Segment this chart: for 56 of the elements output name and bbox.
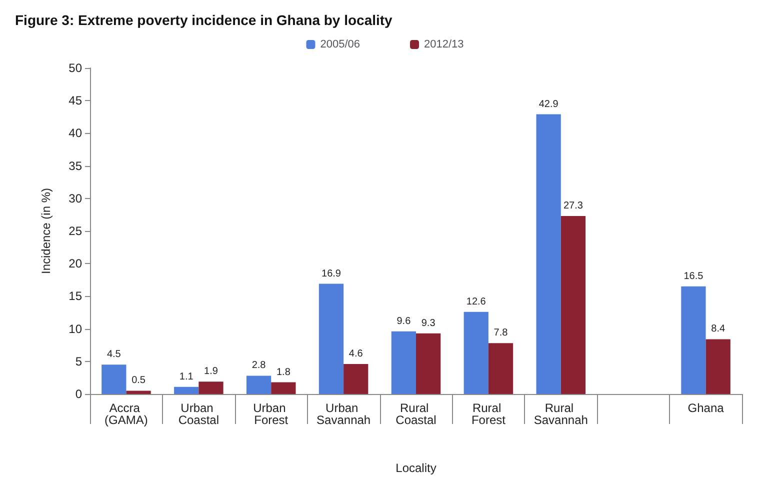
x-tick-label: Rural Savannah [534, 401, 588, 427]
bar [416, 333, 441, 394]
x-tick-label: Rural Forest [471, 401, 506, 427]
data-label: 1.9 [204, 366, 218, 378]
bar [126, 390, 151, 394]
y-tick-label: 40 [68, 126, 82, 140]
x-tick-label: Accra (GAMA) [104, 401, 148, 427]
bar [102, 364, 126, 394]
data-label: 42.9 [538, 98, 559, 110]
bar [536, 114, 561, 394]
x-tick-label: Ghana [688, 401, 724, 415]
y-tick-label: 15 [68, 289, 82, 304]
data-label: 16.5 [684, 270, 704, 282]
x-axis-title: Locality [396, 461, 436, 475]
data-label: 1.8 [276, 366, 291, 378]
y-axis-title: Incidence (in %) [39, 188, 53, 274]
x-tick-label: Rural Coastal [396, 401, 436, 427]
data-label: 16.9 [322, 268, 342, 280]
data-label: 8.4 [711, 324, 726, 335]
bar [271, 382, 296, 394]
bar [246, 376, 272, 394]
y-tick-label: 35 [68, 158, 82, 173]
data-label: 9.6 [396, 316, 412, 327]
legend-label: 2012/13 [424, 38, 464, 50]
data-label: 7.8 [494, 328, 508, 339]
y-tick-label: 25 [68, 224, 82, 238]
legend-label: 2005/06 [320, 38, 360, 50]
data-label: 12.6 [466, 296, 486, 308]
x-tick-label: Urban Coastal [178, 401, 220, 427]
y-tick-label: 5 [75, 354, 82, 368]
y-tick-label: 20 [68, 256, 82, 271]
chart-title: Figure 3: Extreme poverty incidence in Ghana by locality [15, 12, 393, 28]
data-label: 27.3 [563, 200, 584, 212]
bar [198, 382, 224, 394]
y-tick-label: 50 [68, 61, 82, 75]
data-label: 0.5 [132, 375, 146, 386]
bar [318, 284, 344, 394]
bar [464, 312, 488, 394]
bar [488, 343, 514, 394]
bar [344, 364, 368, 394]
y-tick-label: 45 [68, 94, 82, 108]
y-tick-label: 10 [68, 322, 82, 336]
data-label: 2.8 [252, 360, 266, 372]
y-tick-label: 0 [75, 387, 82, 401]
bar [681, 286, 706, 394]
data-label: 4.5 [106, 349, 122, 360]
bar [391, 331, 416, 394]
bar [560, 216, 586, 394]
data-label: 4.6 [348, 348, 364, 360]
data-label: 9.3 [421, 318, 436, 329]
x-tick-label: Urban Savannah [316, 401, 371, 427]
bar [706, 339, 730, 394]
y-tick-label: 30 [68, 191, 82, 206]
data-label: 1.1 [179, 371, 194, 382]
bar [174, 386, 199, 394]
x-tick-label: Urban Forest [253, 401, 290, 427]
